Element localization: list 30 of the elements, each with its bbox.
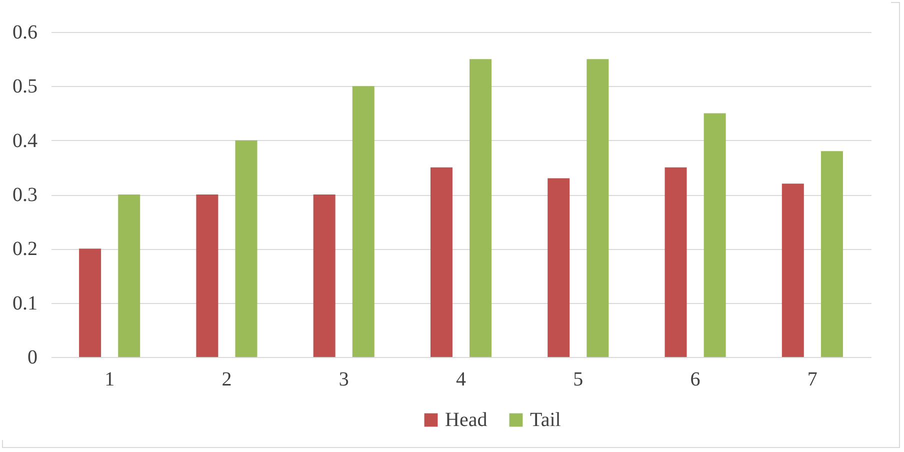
- bar: [664, 167, 687, 357]
- x-tick-label: 4: [456, 368, 466, 390]
- x-tick-label: 3: [338, 368, 349, 390]
- bar: [470, 59, 492, 357]
- bar: [196, 194, 218, 357]
- y-tick-label: 0.4: [12, 130, 38, 152]
- bar: [704, 113, 726, 357]
- bar: [820, 151, 843, 357]
- bar: [118, 194, 140, 357]
- y-tick-label: 0.2: [12, 238, 38, 260]
- bar: [782, 184, 804, 357]
- legend-label: Tail: [530, 409, 562, 431]
- x-tick-label: 6: [690, 368, 700, 390]
- bar: [548, 178, 570, 357]
- legend-label: Head: [445, 409, 488, 431]
- y-tick-label: 0.5: [12, 76, 38, 98]
- bar: [313, 194, 336, 357]
- bar: [235, 140, 258, 357]
- x-tick-label: 1: [104, 368, 115, 390]
- y-tick-label: 0: [28, 346, 38, 368]
- x-tick-label: 2: [222, 368, 232, 390]
- y-tick-label: 0.3: [12, 184, 38, 206]
- bar: [586, 59, 609, 357]
- bar: [430, 167, 452, 357]
- bar: [79, 248, 102, 357]
- x-tick-label: 5: [573, 368, 584, 390]
- bar: [352, 86, 374, 357]
- y-tick-label: 0.6: [12, 22, 38, 44]
- y-tick-label: 0.1: [12, 292, 38, 314]
- x-tick-label: 7: [807, 368, 818, 390]
